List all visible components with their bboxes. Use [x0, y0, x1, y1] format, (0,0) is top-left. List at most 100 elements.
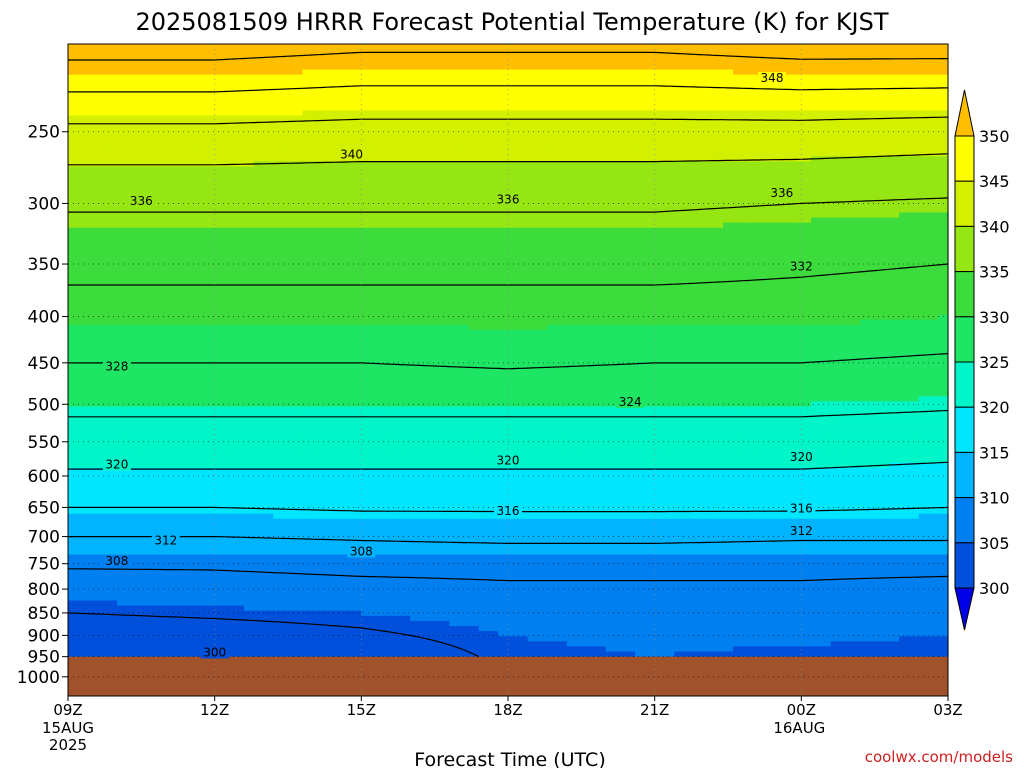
field-cell: [625, 238, 636, 244]
field-cell: [175, 171, 186, 178]
field-cell: [791, 248, 802, 254]
field-cell: [116, 289, 128, 295]
field-cell: [527, 294, 538, 300]
field-cell: [556, 309, 568, 316]
field-cell: [762, 54, 773, 60]
field-cell: [292, 166, 304, 173]
field-cell: [899, 192, 910, 198]
field-cell: [97, 207, 108, 214]
field-cell: [586, 146, 597, 152]
field-cell: [723, 49, 734, 55]
field-cell: [938, 141, 949, 147]
field-cell: [68, 176, 79, 183]
field-cell: [68, 248, 79, 254]
field-cell: [107, 186, 118, 193]
field-cell: [283, 181, 294, 188]
field-cell: [576, 125, 587, 132]
field-cell: [556, 212, 568, 219]
field-cell: [693, 120, 705, 127]
field-cell: [899, 207, 910, 214]
field-cell: [860, 141, 871, 147]
field-cell: [703, 268, 714, 275]
field-cell: [488, 192, 499, 198]
field-cell: [752, 151, 763, 157]
field-cell: [361, 258, 372, 265]
field-cell: [234, 299, 245, 305]
field-cell: [332, 253, 343, 260]
field-cell: [840, 186, 851, 193]
field-cell: [693, 64, 705, 71]
field-cell: [371, 176, 382, 183]
field-cell: [488, 44, 499, 50]
field-cell: [87, 232, 98, 239]
field-cell: [165, 294, 177, 300]
field-cell: [204, 110, 216, 117]
field-cell: [420, 192, 431, 198]
field-cell: [478, 202, 490, 208]
field-cell: [830, 64, 842, 71]
field-cell: [576, 289, 587, 295]
field-cell: [195, 227, 206, 234]
field-cell: [918, 115, 930, 122]
field-cell: [762, 238, 773, 244]
field-cell: [361, 207, 372, 214]
field-cell: [380, 120, 392, 127]
field-cell: [97, 84, 108, 91]
field-cell: [68, 105, 79, 111]
field-cell: [918, 59, 930, 66]
field-cell: [195, 44, 206, 50]
field-cell: [635, 151, 646, 157]
field-cell: [244, 222, 255, 229]
field-cell: [185, 44, 196, 50]
field-cell: [332, 258, 343, 265]
field-cell: [312, 289, 323, 295]
field-cell: [478, 186, 490, 193]
field-cell: [273, 294, 284, 300]
field-cell: [605, 141, 617, 147]
field-cell: [889, 141, 900, 147]
field-cell: [596, 309, 607, 316]
field-cell: [772, 263, 783, 270]
field-cell: [292, 263, 304, 270]
field-cell: [723, 89, 734, 96]
field-cell: [772, 100, 783, 106]
field-cell: [654, 105, 666, 111]
field-cell: [292, 171, 304, 178]
field-cell: [830, 268, 842, 275]
field-cell: [195, 135, 206, 142]
field-cell: [899, 44, 910, 50]
field-cell: [508, 161, 519, 168]
field-cell: [478, 222, 490, 229]
field-cell: [68, 268, 79, 275]
field-cell: [899, 74, 910, 81]
field-cell: [772, 141, 783, 147]
field-cell: [517, 166, 529, 173]
field-cell: [116, 207, 128, 214]
field-cell: [791, 176, 802, 183]
field-cell: [742, 95, 754, 101]
field-cell: [439, 166, 450, 173]
field-cell: [283, 294, 294, 300]
field-cell: [625, 64, 636, 71]
field-cell: [860, 217, 871, 224]
field-cell: [664, 74, 675, 81]
field-cell: [459, 289, 470, 295]
field-cell: [77, 289, 89, 295]
field-cell: [351, 243, 362, 249]
field-cell: [615, 319, 626, 326]
field-cell: [732, 89, 744, 96]
field-cell: [244, 54, 255, 60]
field-cell: [87, 171, 98, 178]
field-cell: [410, 151, 421, 157]
field-cell: [693, 171, 705, 178]
field-cell: [185, 49, 196, 55]
field-cell: [283, 207, 294, 214]
field-cell: [801, 248, 812, 254]
field-cell: [107, 289, 118, 295]
field-cell: [586, 186, 597, 193]
field-cell: [742, 243, 754, 249]
field-cell: [224, 151, 235, 157]
field-cell: [625, 217, 636, 224]
field-cell: [449, 243, 460, 249]
field-cell: [97, 110, 108, 117]
